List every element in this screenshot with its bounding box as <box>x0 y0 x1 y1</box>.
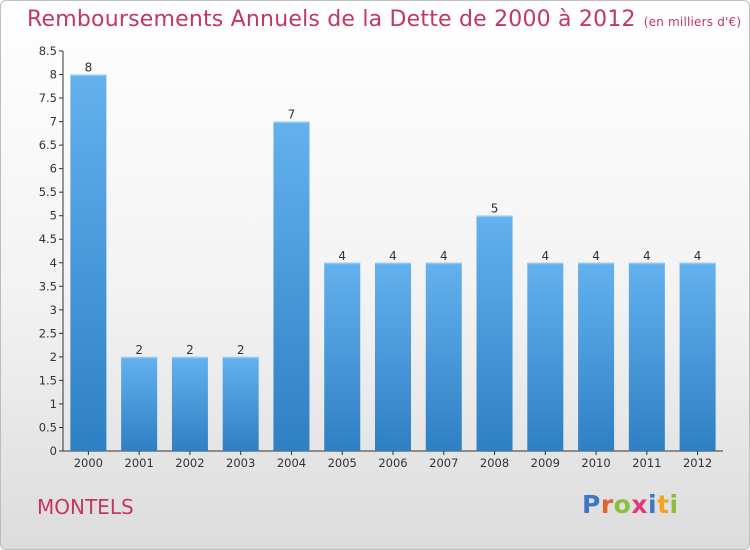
bar <box>375 262 411 451</box>
data-label: 5 <box>491 202 499 216</box>
data-label: 4 <box>440 249 448 263</box>
y-tick-label: 7.5 <box>39 91 57 105</box>
bar <box>628 262 665 451</box>
x-tick-label: 2009 <box>531 456 560 470</box>
y-tick-label: 6.5 <box>39 138 57 152</box>
proxiti-logo: Proxiti <box>582 490 679 519</box>
bar <box>476 215 513 451</box>
bar-top-highlight <box>375 262 411 265</box>
y-tick-label: 8 <box>50 68 57 82</box>
logo-letter: i <box>648 490 658 519</box>
logo-letter: t <box>657 490 670 519</box>
x-tick-label: 2011 <box>632 456 661 470</box>
chart-title: Remboursements Annuels de la Dette de 20… <box>27 7 741 32</box>
bar-top-highlight <box>527 262 564 265</box>
bar-top-highlight <box>324 262 361 265</box>
x-tick-label: 2008 <box>480 456 509 470</box>
bar <box>324 262 361 451</box>
commune-name: MONTELS <box>37 495 134 519</box>
bar <box>70 74 107 451</box>
y-tick-label: 2 <box>50 350 57 364</box>
bar <box>425 262 462 451</box>
x-tick-label: 2007 <box>429 456 458 470</box>
x-tick-label: 2006 <box>378 456 407 470</box>
x-tick-label: 2003 <box>226 456 255 470</box>
data-label: 4 <box>541 249 549 263</box>
bar <box>222 356 259 451</box>
data-label: 2 <box>237 343 245 357</box>
y-tick-label: 1 <box>50 397 57 411</box>
y-tick-label: 1.5 <box>39 373 57 387</box>
chart-title-text: Remboursements Annuels de la Dette de 20… <box>27 7 636 32</box>
y-tick-label: 4 <box>50 256 57 270</box>
bar <box>679 262 716 451</box>
logo-letter: i <box>669 490 679 519</box>
data-label: 2 <box>135 343 143 357</box>
logo-letter: P <box>582 490 601 519</box>
bar <box>121 356 158 451</box>
data-label: 4 <box>389 249 397 263</box>
bar <box>527 262 564 451</box>
bar-top-highlight <box>476 215 513 218</box>
y-tick-label: 7 <box>50 115 57 129</box>
bar-top-highlight <box>578 262 615 265</box>
data-label: 4 <box>643 249 651 263</box>
bar-top-highlight <box>171 356 208 359</box>
chart-subtitle: (en milliers d'€) <box>643 15 742 29</box>
y-tick-label: 3 <box>50 303 57 317</box>
y-tick-label: 6 <box>50 162 57 176</box>
logo-letter: o <box>613 490 632 519</box>
y-tick-label: 0 <box>50 444 57 458</box>
logo-letter: x <box>631 490 648 519</box>
x-tick-label: 2001 <box>125 456 154 470</box>
x-tick-label: 2004 <box>277 456 306 470</box>
y-tick-label: 3.5 <box>39 279 57 293</box>
x-tick-label: 2005 <box>328 456 357 470</box>
y-tick-label: 2.5 <box>39 326 57 340</box>
data-label: 8 <box>85 61 93 75</box>
y-tick-label: 4.5 <box>39 232 57 246</box>
x-tick-label: 2002 <box>175 456 204 470</box>
data-label: 7 <box>288 108 296 122</box>
logo-letter: r <box>600 490 614 519</box>
y-tick-label: 0.5 <box>39 420 57 434</box>
bar <box>273 121 310 452</box>
bar-top-highlight <box>425 262 462 265</box>
bar-top-highlight <box>273 121 310 124</box>
bar-top-highlight <box>121 356 158 359</box>
bar-top-highlight <box>679 262 716 265</box>
bar <box>171 356 208 451</box>
bar-top-highlight <box>628 262 665 265</box>
data-label: 4 <box>694 249 702 263</box>
bar-top-highlight <box>222 356 259 359</box>
y-tick-label: 5 <box>50 209 57 223</box>
x-tick-label: 2000 <box>74 456 103 470</box>
data-label: 2 <box>186 343 194 357</box>
bar-top-highlight <box>70 74 107 77</box>
y-tick-label: 8.5 <box>39 44 57 58</box>
x-tick-label: 2012 <box>683 456 712 470</box>
bar <box>578 262 615 451</box>
data-label: 4 <box>592 249 600 263</box>
y-tick-label: 5.5 <box>39 185 57 199</box>
x-tick-label: 2010 <box>581 456 610 470</box>
data-label: 4 <box>338 249 346 263</box>
